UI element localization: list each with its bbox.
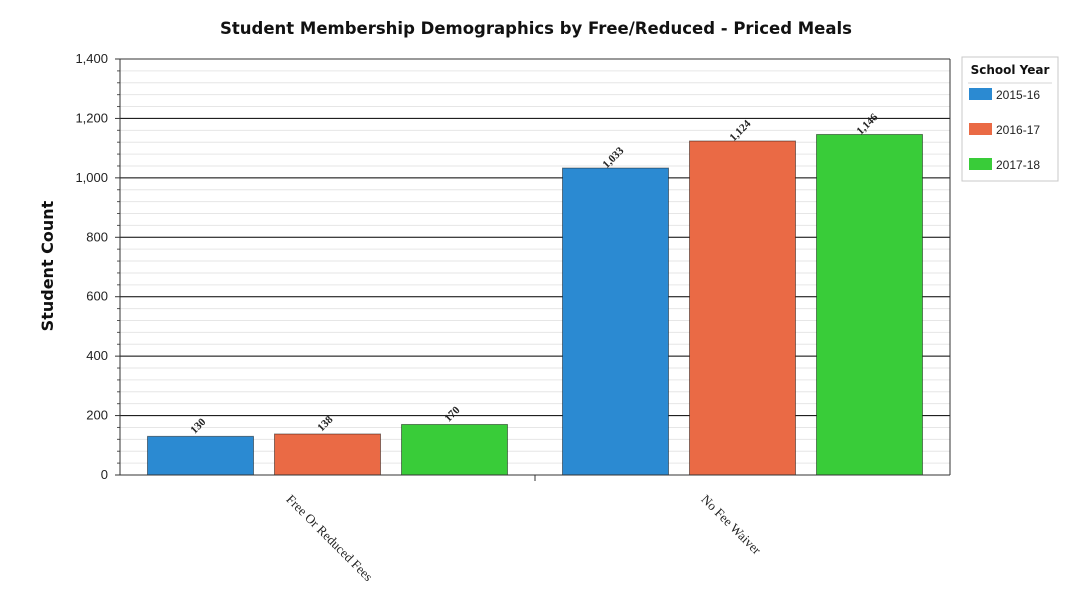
legend-swatch-2016-17[interactable] (969, 123, 992, 135)
bar-2015-16-1[interactable] (562, 167, 669, 476)
data-label: 138 (315, 413, 336, 434)
y-tick-label: 800 (86, 229, 108, 244)
chart-title: Student Membership Demographics by Free/… (220, 19, 852, 38)
bar-2015-16-0[interactable] (147, 435, 254, 476)
y-tick-label: 1,400 (75, 51, 108, 66)
y-tick-label: 1,000 (75, 170, 108, 185)
grid (120, 58, 950, 464)
data-label: 130 (188, 416, 209, 437)
y-axis-label: Student Count (38, 200, 57, 331)
y-tick-label: 200 (86, 408, 108, 423)
y-tick-label: 600 (86, 289, 108, 304)
bar-2017-18-0[interactable] (401, 423, 508, 476)
y-tick-label: 400 (86, 348, 108, 363)
legend-label-2017-18[interactable]: 2017-18 (996, 158, 1040, 172)
bar-2016-17-0[interactable] (274, 433, 381, 476)
legend-label-2016-17[interactable]: 2016-17 (996, 123, 1040, 137)
data-label: 170 (442, 404, 463, 425)
legend-swatch-2015-16[interactable] (969, 88, 992, 100)
data-label: 1,033 (600, 145, 626, 171)
data-label: 1,146 (854, 111, 880, 137)
legend-label-2015-16[interactable]: 2015-16 (996, 88, 1040, 102)
x-tick-label: Free Or Reduced Fees (283, 492, 376, 585)
bar-2016-17-1[interactable] (689, 140, 796, 476)
y-tick-label: 1,200 (75, 110, 108, 125)
legend-title: School Year (971, 63, 1050, 77)
bar-2017-18-1[interactable] (816, 133, 923, 476)
legend-swatch-2017-18[interactable] (969, 158, 992, 170)
legend[interactable]: School Year 2015-16 2016-17 2017-18 (961, 56, 1059, 182)
x-tick-label: No Fee Waiver (698, 492, 764, 558)
y-tick-label: 0 (101, 467, 108, 482)
